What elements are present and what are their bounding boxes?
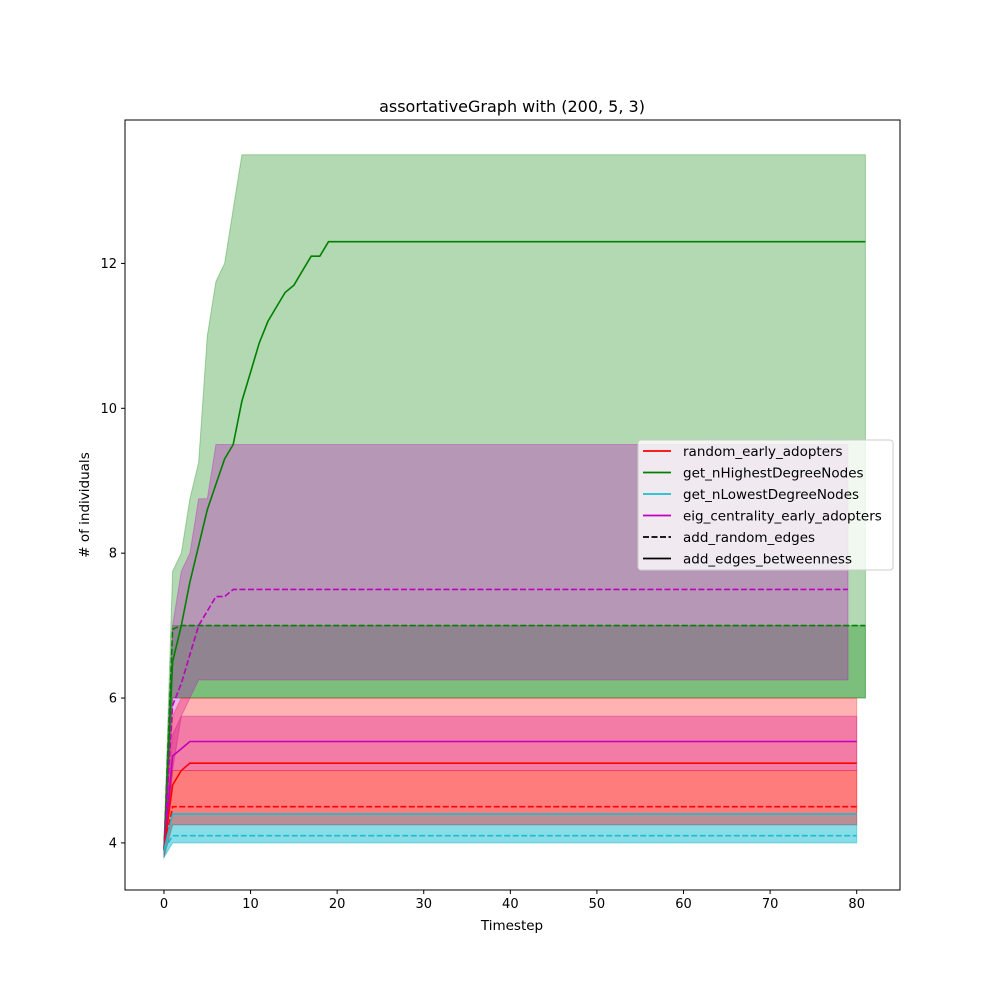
y-tick-label: 10	[100, 402, 117, 417]
y-axis-ticks: 4 6 8 10 12	[100, 257, 125, 851]
legend: random_early_adopters get_nHighestDegreeN…	[637, 439, 894, 571]
line-red-dashed	[163, 805, 857, 851]
x-tick-label: 60	[675, 897, 692, 912]
band-green-solid	[163, 154, 866, 858]
legend-label: random_early_adopters	[683, 444, 843, 460]
x-tick-label: 20	[329, 897, 346, 912]
legend-label: get_nHighestDegreeNodes	[683, 466, 864, 482]
x-axis-label: Timestep	[480, 918, 543, 934]
y-axis-label: # of individuals	[77, 452, 93, 557]
legend-label: add_random_edges	[683, 530, 815, 546]
x-tick-label: 30	[415, 897, 432, 912]
y-tick-label: 4	[109, 836, 117, 851]
x-axis-ticks: 0 10 20 30 40 50 60 70 80	[160, 890, 865, 912]
y-tick-label: 8	[109, 547, 117, 562]
x-tick-label: 10	[242, 897, 259, 912]
x-tick-label: 0	[160, 897, 168, 912]
band-cyan-dashed	[163, 824, 858, 860]
series-lines	[163, 240, 866, 851]
line-cyan-solid	[163, 813, 857, 851]
x-tick-label: 40	[502, 897, 519, 912]
legend-label: add_edges_betweenness	[683, 552, 852, 568]
line-green-dashed	[163, 624, 866, 851]
line-magenta-solid	[163, 740, 857, 851]
y-tick-label: 6	[109, 692, 117, 707]
line-red-solid	[163, 762, 857, 851]
legend-box	[637, 439, 894, 571]
band-magenta-solid	[163, 715, 858, 858]
line-magenta-dashed	[163, 588, 848, 851]
x-tick-label: 50	[589, 897, 606, 912]
legend-label: get_nLowestDegreeNodes	[683, 487, 859, 503]
line-green-solid	[163, 240, 866, 851]
x-tick-label: 70	[762, 897, 779, 912]
legend-label: eig_centrality_early_adopters	[683, 509, 882, 525]
band-red-solid	[163, 697, 858, 858]
y-tick-label: 12	[100, 257, 117, 272]
plot-frame	[124, 119, 901, 891]
chart-title: assortativeGraph with (200, 5, 3)	[379, 97, 645, 116]
line-cyan-dashed	[163, 834, 857, 851]
x-tick-label: 80	[848, 897, 865, 912]
